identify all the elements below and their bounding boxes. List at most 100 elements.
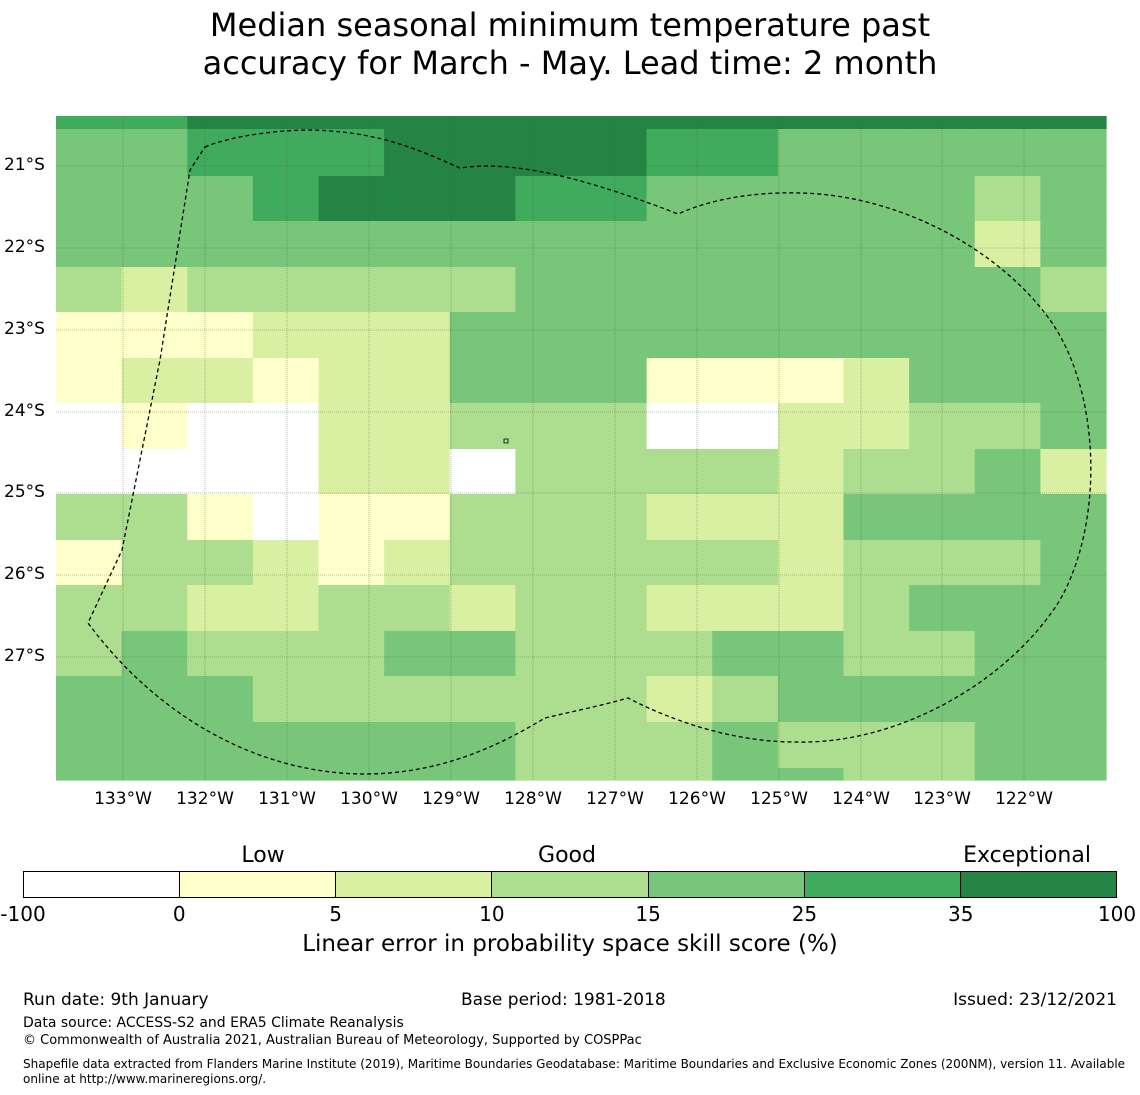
- grid-cell: [581, 116, 648, 130]
- grid-cell: [318, 312, 385, 359]
- longitude-label: 128°W: [504, 789, 562, 809]
- grid-cell: [187, 312, 254, 359]
- colorbar-tick-label: 15: [635, 902, 661, 926]
- grid-cell: [449, 768, 516, 781]
- grid-cell: [384, 676, 451, 723]
- grid-cell: [974, 116, 1041, 130]
- grid-cell: [187, 358, 254, 404]
- grid-cell: [712, 129, 779, 177]
- grid-cell: [318, 631, 385, 677]
- grid-cell: [121, 267, 188, 313]
- run-date: Run date: 9th January: [23, 990, 209, 1010]
- longitude-label: 130°W: [340, 789, 398, 809]
- grid-cell: [1040, 267, 1107, 313]
- grid-cell: [318, 176, 385, 222]
- grid-cell: [646, 631, 713, 677]
- grid-cell: [1040, 176, 1107, 222]
- grid-cell: [384, 540, 451, 586]
- grid-cell: [515, 403, 582, 450]
- grid-cell: [252, 358, 320, 404]
- longitude-label: 131°W: [258, 789, 316, 809]
- grid-cell: [646, 403, 713, 450]
- grid-cell: [581, 540, 648, 586]
- grid-cell: [56, 722, 123, 769]
- grid-cell: [712, 585, 779, 632]
- grid-cell: [384, 116, 451, 130]
- grid-cell: [515, 221, 582, 268]
- colorbar-segment: [491, 872, 648, 897]
- grid-cell: [187, 676, 254, 723]
- grid-cell: [121, 722, 188, 769]
- grid-cell: [777, 116, 845, 130]
- grid-cell: [974, 221, 1041, 268]
- grid-cell: [646, 449, 713, 495]
- grid-cell: [974, 494, 1041, 541]
- grid-cell: [449, 631, 516, 677]
- grid-cell: [1040, 631, 1107, 677]
- grid-cell: [1040, 585, 1107, 632]
- grid-cell: [777, 540, 845, 586]
- grid-cell: [974, 403, 1041, 450]
- latitude-label: 25°S: [4, 482, 45, 502]
- shapefile-line-2: online at http://www.marineregions.org/.: [23, 1072, 267, 1086]
- base-period: Base period: 1981-2018: [461, 990, 666, 1010]
- grid-cell: [252, 631, 320, 677]
- grid-cell: [121, 312, 188, 359]
- grid-cell: [1040, 403, 1107, 450]
- grid-cell: [843, 358, 910, 404]
- island-mark: [503, 438, 509, 444]
- grid-cell: [449, 129, 516, 177]
- grid-cell: [974, 312, 1041, 359]
- colorbar-tick-label: 100: [1097, 902, 1137, 926]
- category-low: Low: [241, 843, 285, 868]
- latitude-label: 27°S: [4, 646, 45, 666]
- grid-cell: [974, 676, 1041, 723]
- grid-cell: [187, 116, 254, 130]
- colorbar-tick-label: 25: [791, 902, 818, 926]
- grid-cell: [1040, 494, 1107, 541]
- shapefile-line-1: Shapefile data extracted from Flanders M…: [23, 1057, 1126, 1071]
- grid-cell: [777, 176, 845, 222]
- grid-cell: [121, 116, 188, 130]
- grid-cell: [843, 676, 910, 723]
- grid-cell: [843, 449, 910, 495]
- grid-cell: [974, 129, 1041, 177]
- grid-cell: [843, 129, 910, 177]
- grid-cell: [581, 403, 648, 450]
- grid-cell: [384, 494, 451, 541]
- grid-cell: [252, 312, 320, 359]
- colorbar-tick-label: 10: [479, 902, 505, 926]
- colorbar-tick-label: 35: [947, 902, 974, 926]
- grid-cell: [581, 676, 648, 723]
- grid-cell: [646, 221, 713, 268]
- title-line-1: Median seasonal minimum temperature past: [209, 6, 931, 44]
- grid-cell: [712, 358, 779, 404]
- grid-cell: [646, 176, 713, 222]
- grid-cell: [712, 221, 779, 268]
- latitude-label: 24°S: [4, 401, 45, 421]
- grid-cell: [581, 631, 648, 677]
- colorbar-segment: [24, 872, 180, 897]
- colorbar: [23, 871, 1117, 898]
- grid-cell: [777, 722, 845, 769]
- grid-cell: [646, 768, 713, 781]
- grid-cell: [777, 449, 845, 495]
- grid-cell: [581, 585, 648, 632]
- grid-cell: [318, 129, 385, 177]
- grid-cell: [515, 631, 582, 677]
- grid-cell: [187, 768, 254, 781]
- category-good: Good: [538, 843, 596, 868]
- grid-cell: [384, 768, 451, 781]
- grid-cell: [384, 221, 451, 268]
- grid-cell: [56, 221, 123, 268]
- grid-cell: [187, 449, 254, 495]
- grid-cell: [252, 267, 320, 313]
- grid-cell: [515, 676, 582, 723]
- grid-cell: [646, 585, 713, 632]
- grid-cell: [581, 722, 648, 769]
- grid-cell: [777, 631, 845, 677]
- grid-cell: [843, 267, 910, 313]
- grid-cell: [252, 768, 320, 781]
- grid-cell: [712, 116, 779, 130]
- grid-cell: [974, 358, 1041, 404]
